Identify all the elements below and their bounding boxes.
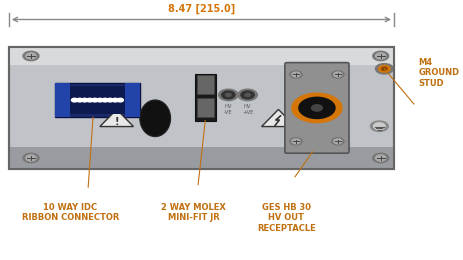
Circle shape [87, 98, 93, 102]
Circle shape [373, 123, 384, 130]
Circle shape [76, 98, 82, 102]
Text: 2 WAY MOLEX
MINI-FIT JR: 2 WAY MOLEX MINI-FIT JR [161, 203, 225, 222]
Bar [196, 99, 213, 117]
Text: 8.47 [215.0]: 8.47 [215.0] [168, 4, 235, 14]
Bar [55, 83, 139, 117]
Circle shape [333, 72, 341, 77]
Bar [55, 83, 70, 117]
Circle shape [289, 71, 301, 78]
Circle shape [375, 64, 392, 74]
Circle shape [23, 51, 39, 61]
Circle shape [372, 153, 388, 163]
Circle shape [102, 98, 108, 102]
Circle shape [381, 67, 386, 70]
Bar [70, 86, 124, 114]
Ellipse shape [139, 100, 170, 137]
Circle shape [238, 89, 257, 101]
Circle shape [225, 93, 231, 96]
Bar [124, 83, 139, 117]
Circle shape [291, 139, 300, 144]
Text: M4
GROUND
STUD: M4 GROUND STUD [418, 58, 458, 88]
Bar [9, 147, 393, 169]
Text: GES HB 30
HV OUT
RECEPTACLE: GES HB 30 HV OUT RECEPTACLE [256, 203, 315, 233]
Circle shape [331, 71, 343, 78]
Circle shape [311, 105, 322, 111]
Circle shape [291, 72, 300, 77]
Circle shape [117, 98, 123, 102]
Circle shape [291, 93, 341, 123]
Bar [9, 47, 393, 65]
Polygon shape [261, 109, 294, 127]
Circle shape [26, 53, 36, 59]
Circle shape [107, 98, 113, 102]
Circle shape [369, 121, 388, 132]
Circle shape [298, 97, 334, 119]
Circle shape [97, 98, 103, 102]
Circle shape [333, 139, 341, 144]
Text: 10 WAY IDC
RIBBON CONNECTOR: 10 WAY IDC RIBBON CONNECTOR [22, 203, 119, 222]
Polygon shape [100, 109, 133, 127]
Circle shape [375, 53, 385, 59]
Bar [194, 74, 215, 121]
Text: HV
-VE: HV -VE [224, 104, 232, 115]
Circle shape [92, 98, 98, 102]
Circle shape [23, 153, 39, 163]
Circle shape [112, 98, 118, 102]
Circle shape [378, 66, 389, 72]
Circle shape [221, 91, 234, 99]
FancyBboxPatch shape [284, 63, 348, 153]
Circle shape [331, 138, 343, 145]
Circle shape [81, 98, 88, 102]
Text: !: ! [114, 117, 119, 127]
Circle shape [218, 89, 238, 101]
Bar [9, 47, 393, 169]
Text: HV
+VE: HV +VE [241, 104, 253, 115]
Circle shape [240, 91, 254, 99]
Circle shape [26, 155, 36, 161]
Circle shape [289, 138, 301, 145]
Circle shape [71, 98, 77, 102]
Circle shape [375, 155, 385, 161]
Bar [9, 47, 393, 169]
Bar [196, 75, 213, 94]
Circle shape [372, 51, 388, 61]
Circle shape [244, 93, 250, 96]
